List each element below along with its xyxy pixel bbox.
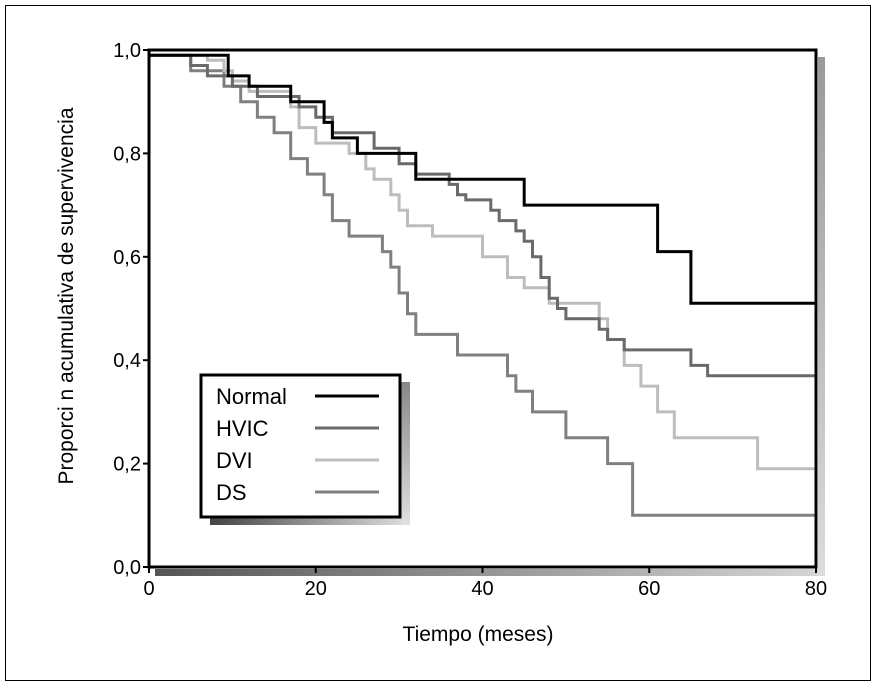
plot-shadow-bottom <box>155 569 824 576</box>
series-dvi-line <box>149 53 816 471</box>
y-axis-title: Proporci n acumulativa de supervivencia <box>55 107 78 484</box>
y-tick-label: 0,2 <box>113 454 141 476</box>
x-tick-label: 0 <box>143 578 154 600</box>
x-tick-label: 20 <box>305 578 327 600</box>
y-tick-label: 0,6 <box>113 247 141 269</box>
series-ds-line <box>149 53 816 517</box>
series-normal-line <box>149 53 816 305</box>
legend-label-dvi: DVI <box>216 448 253 473</box>
x-tick-label: 40 <box>471 578 493 600</box>
x-axis-title: Tiempo (meses) <box>403 623 554 646</box>
y-tick-label: 0,4 <box>113 350 141 372</box>
series-hvic-line <box>149 53 816 378</box>
legend-shadow-bottom <box>210 517 410 525</box>
x-tick-label: 60 <box>638 578 660 600</box>
figure-frame <box>5 5 871 681</box>
legend-label-normal: Normal <box>216 384 287 409</box>
plot-shadow-right <box>818 57 825 576</box>
ticks-layer: 0 20 40 60 80 0,0 0,2 0,4 0,6 0,8 1,0 <box>113 40 827 600</box>
y-tick-label: 0,0 <box>113 557 141 579</box>
legend-shadow-right <box>401 382 410 525</box>
series-layer <box>149 53 816 517</box>
legend: Normal HVIC DVI DS <box>199 373 410 525</box>
legend-label-hvic: HVIC <box>216 416 269 441</box>
legend-label-ds: DS <box>216 480 247 505</box>
y-tick-label: 1,0 <box>113 40 141 62</box>
x-tick-label: 80 <box>805 578 827 600</box>
y-tick-label: 0,8 <box>113 143 141 165</box>
